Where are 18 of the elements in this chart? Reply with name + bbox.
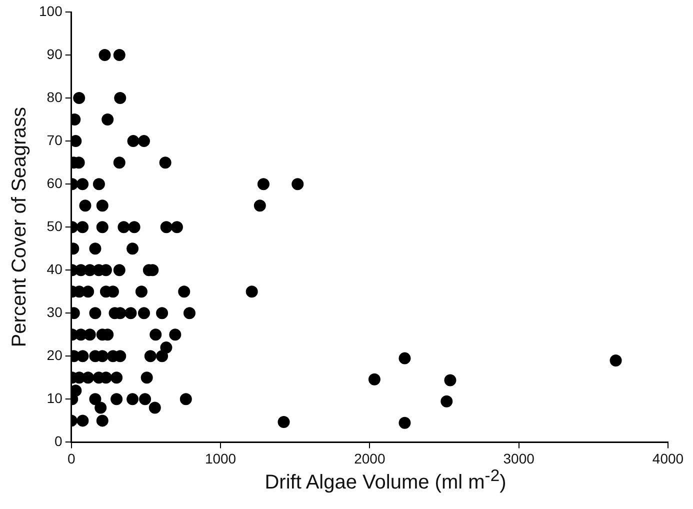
x-tick-label: 4000	[652, 450, 684, 466]
y-tick-label: 0	[54, 433, 63, 450]
y-tick-label: 80	[46, 88, 63, 105]
y-tick-label: 20	[46, 347, 63, 364]
y-tick-label: 40	[46, 260, 63, 277]
y-tick-label: 10	[46, 390, 63, 406]
y-tick-label: 60	[46, 174, 63, 191]
x-tick-label: 0	[67, 450, 76, 466]
x-tick-label: 2000	[354, 450, 386, 466]
y-axis-title: Percent Cover of Seagrass	[8, 107, 31, 348]
x-tick-label: 3000	[503, 450, 535, 466]
x-tick-label: 1000	[204, 450, 236, 466]
x-axis-title: Drift Algae Volume (ml m$^{-2}$)	[264, 466, 508, 495]
y-tick-label: 30	[46, 304, 63, 320]
y-tick-label: 50	[46, 218, 63, 234]
y-tick-label: 90	[46, 46, 63, 62]
y-tick-label: 100	[39, 2, 63, 19]
y-tick-label: 70	[46, 132, 63, 148]
